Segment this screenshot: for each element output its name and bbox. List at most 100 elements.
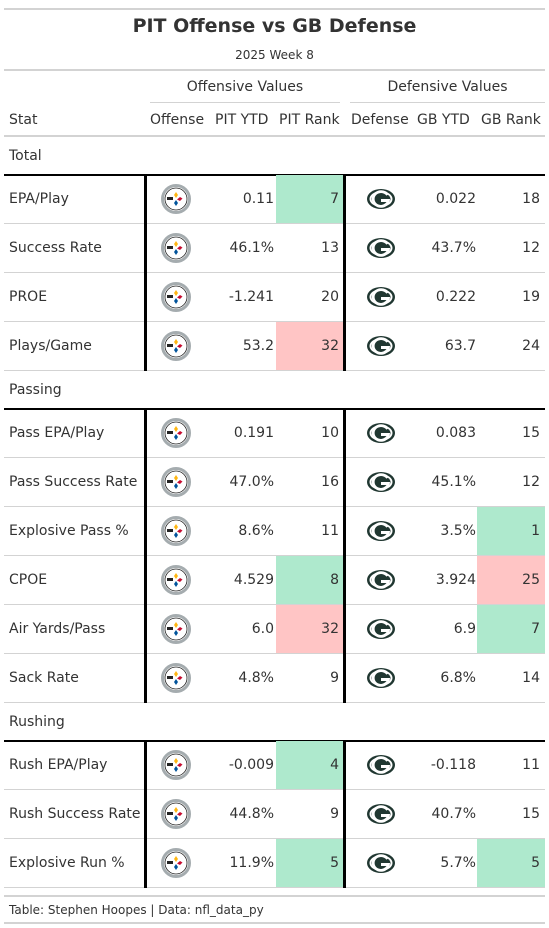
stat-label: Plays/Game <box>9 338 92 354</box>
defense-logo-cell <box>346 556 416 604</box>
gb-ytd-value: 0.022 <box>435 191 476 207</box>
group-label: Passing <box>9 382 62 398</box>
stat-label: Rush EPA/Play <box>9 757 108 773</box>
offense-logo-cell <box>146 605 206 653</box>
packers-logo-icon <box>367 336 395 356</box>
packers-logo-icon <box>367 755 395 775</box>
offense-logo-cell <box>146 741 206 789</box>
packers-logo-icon <box>367 472 395 492</box>
defense-logo-cell <box>346 790 416 838</box>
gb-ytd-value: 63.7 <box>444 338 476 354</box>
defense-logo-cell <box>346 322 416 370</box>
steelers-logo-icon <box>161 467 191 497</box>
col-header-pit-ytd: PIT YTD <box>215 112 269 128</box>
defense-logo-cell <box>346 458 416 506</box>
gb-rank-value: 14 <box>522 670 540 686</box>
packers-logo-icon <box>367 804 395 824</box>
pit-rank-value: 11 <box>321 523 339 539</box>
gb-rank-value: 1 <box>477 507 545 555</box>
pit-rank-value: 4 <box>276 741 344 789</box>
row-divider <box>4 506 545 507</box>
spanner-offensive: Offensive Values <box>186 79 304 95</box>
gb-ytd-value: 6.8% <box>440 670 476 686</box>
steelers-logo-icon <box>161 565 191 595</box>
row-divider <box>4 789 545 790</box>
pit-ytd-value: 6.0 <box>251 621 274 637</box>
gb-ytd-value: 6.9 <box>453 621 476 637</box>
steelers-logo-icon <box>161 516 191 546</box>
offense-logo-cell <box>146 322 206 370</box>
steelers-logo-icon <box>161 614 191 644</box>
stat-label: Rush Success Rate <box>9 806 141 822</box>
steelers-logo-icon <box>161 663 191 693</box>
table-row: Explosive Run % 11.9% 5 5.7% 5 <box>4 839 545 888</box>
page-title: PIT Offense vs GB Defense <box>132 15 417 37</box>
row-divider <box>4 555 545 556</box>
packers-logo-icon <box>367 521 395 541</box>
gb-ytd-value: 5.7% <box>440 855 476 871</box>
offense-logo-cell <box>146 839 206 887</box>
pit-ytd-value: 8.6% <box>238 523 274 539</box>
steelers-logo-icon <box>161 282 191 312</box>
table-row: EPA/Play 0.11 7 0.022 18 <box>4 175 545 224</box>
column-divider <box>343 740 346 888</box>
stat-label: Explosive Pass % <box>9 523 129 539</box>
stat-label: Pass Success Rate <box>9 474 138 490</box>
column-divider <box>343 408 346 703</box>
packers-logo-icon <box>367 853 395 873</box>
gb-ytd-value: -0.118 <box>430 757 476 773</box>
stat-label: CPOE <box>9 572 48 588</box>
group-top-rule <box>4 740 545 742</box>
stat-label: Explosive Run % <box>9 855 125 871</box>
col-header-stat: Stat <box>9 112 38 128</box>
defense-logo-cell <box>346 409 416 457</box>
table-row: Pass Success Rate 47.0% 16 45.1% 12 <box>4 458 545 507</box>
table-row: Success Rate 46.1% 13 43.7% 12 <box>4 224 545 273</box>
column-header-rule <box>4 135 545 137</box>
gb-rank-value: 25 <box>477 556 545 604</box>
gb-rank-value: 15 <box>522 806 540 822</box>
table-row: Rush EPA/Play -0.009 4 -0.118 11 <box>4 741 545 790</box>
table-row: CPOE 4.529 8 3.924 25 <box>4 556 545 605</box>
gb-rank-value: 5 <box>477 839 545 887</box>
packers-logo-icon <box>367 238 395 258</box>
defense-logo-cell <box>346 654 416 702</box>
defense-logo-cell <box>346 507 416 555</box>
pit-ytd-value: 0.11 <box>242 191 274 207</box>
pit-ytd-value: 53.2 <box>242 338 274 354</box>
offense-logo-cell <box>146 556 206 604</box>
group-label: Total <box>9 148 42 164</box>
col-header-defense: Defense <box>351 112 409 128</box>
stat-label: Air Yards/Pass <box>9 621 106 637</box>
group-label: Rushing <box>9 714 65 730</box>
pit-ytd-value: 0.191 <box>233 425 274 441</box>
steelers-logo-icon <box>161 848 191 878</box>
steelers-logo-icon <box>161 184 191 214</box>
pit-ytd-value: 4.8% <box>238 670 274 686</box>
column-divider <box>144 408 147 703</box>
row-divider <box>4 653 545 654</box>
pit-ytd-value: 46.1% <box>229 240 274 256</box>
gb-ytd-value: 43.7% <box>431 240 476 256</box>
group-top-rule <box>4 174 545 176</box>
offense-logo-cell <box>146 224 206 272</box>
pit-ytd-value: 11.9% <box>229 855 274 871</box>
pit-rank-value: 16 <box>321 474 339 490</box>
defense-logo-cell <box>346 175 416 223</box>
pit-ytd-value: 47.0% <box>229 474 274 490</box>
footer-rule <box>4 895 545 897</box>
gb-ytd-value: 40.7% <box>431 806 476 822</box>
bottom-rule <box>4 922 545 924</box>
row-divider <box>4 887 545 888</box>
steelers-logo-icon <box>161 233 191 263</box>
spanner-defensive: Defensive Values <box>387 79 508 95</box>
offense-logo-cell <box>146 409 206 457</box>
pit-rank-value: 8 <box>276 556 344 604</box>
pit-rank-value: 7 <box>276 175 344 223</box>
source-note: Table: Stephen Hoopes | Data: nfl_data_p… <box>9 903 264 917</box>
gb-rank-value: 11 <box>522 757 540 773</box>
pit-rank-value: 13 <box>321 240 339 256</box>
row-divider <box>4 702 545 703</box>
steelers-logo-icon <box>161 418 191 448</box>
gb-ytd-value: 45.1% <box>431 474 476 490</box>
